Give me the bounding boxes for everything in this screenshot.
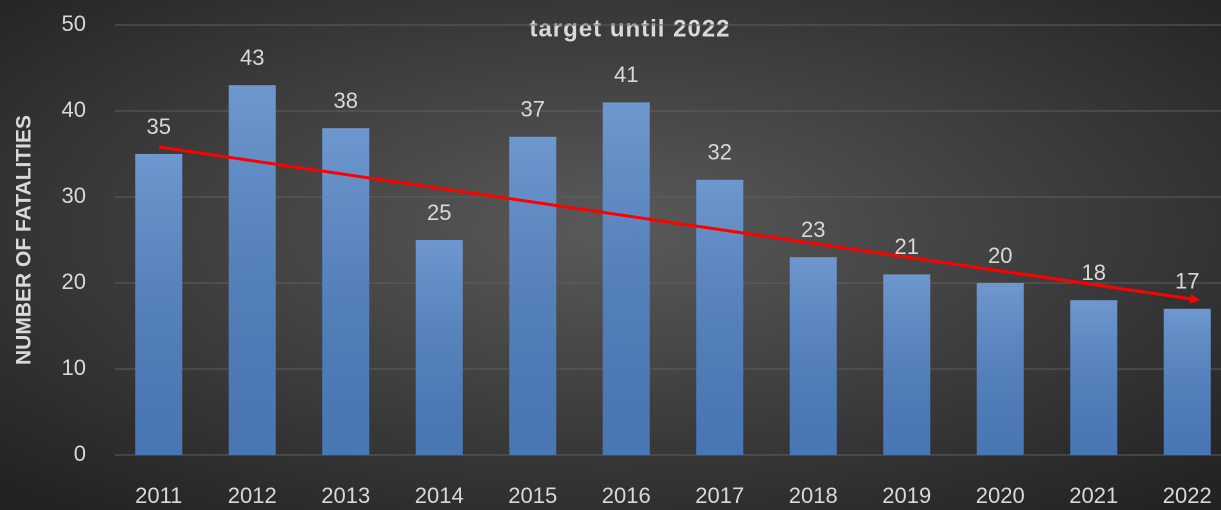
- y-axis-label: NUMBER OF FATALITIES: [13, 115, 36, 365]
- x-tick-label: 2020: [976, 483, 1025, 508]
- value-label: 37: [521, 97, 545, 122]
- trend-arrow: [158, 145, 1200, 304]
- x-tick-label: 2013: [321, 483, 370, 508]
- plot: 0 10 20 30 40 50 2011 35 2012 43 2013 38 2014 25 2015 3…: [62, 11, 1221, 508]
- x-tick-label: 2015: [508, 483, 557, 508]
- y-tick-label: 40: [62, 97, 86, 122]
- value-label: 25: [427, 200, 451, 225]
- bar-shade: [135, 154, 183, 455]
- y-tick-label: 0: [74, 441, 86, 466]
- x-tick-label: 2012: [228, 483, 277, 508]
- bar-shade: [883, 274, 931, 455]
- bar-shade: [976, 283, 1024, 455]
- bar-shade: [509, 136, 557, 456]
- x-tick-label: 2017: [695, 483, 744, 508]
- value-label: 23: [801, 217, 825, 242]
- y-tick-label: 30: [62, 183, 86, 208]
- bar-shade: [228, 85, 276, 455]
- bar-shade: [322, 128, 370, 455]
- x-tick-label: 2014: [415, 483, 464, 508]
- value-label: 20: [988, 243, 1012, 268]
- value-label: 32: [708, 140, 732, 165]
- bar-shade: [1070, 300, 1118, 455]
- bar-shade: [415, 240, 463, 455]
- bar-shade: [789, 257, 837, 455]
- value-label: 38: [334, 88, 358, 113]
- x-tick-label: 2022: [1163, 483, 1212, 508]
- value-label: 17: [1175, 269, 1199, 294]
- y-tick-label: 10: [62, 355, 86, 380]
- x-tick-label: 2018: [789, 483, 838, 508]
- y-tick-label: 20: [62, 269, 86, 294]
- x-tick-label: 2019: [882, 483, 931, 508]
- x-tick-label: 2016: [602, 483, 651, 508]
- value-label: 18: [1082, 260, 1106, 285]
- value-label: 35: [147, 114, 171, 139]
- x-tick-label: 2021: [1069, 483, 1118, 508]
- bar-shade: [1163, 308, 1211, 455]
- bar-shade: [602, 102, 650, 456]
- bar-shade: [696, 179, 744, 456]
- value-label: 43: [240, 45, 264, 70]
- value-label: 41: [614, 62, 638, 87]
- x-tick-label: 2011: [135, 483, 182, 508]
- chart-title: target until 2022: [529, 15, 730, 42]
- y-tick-label: 50: [62, 11, 86, 36]
